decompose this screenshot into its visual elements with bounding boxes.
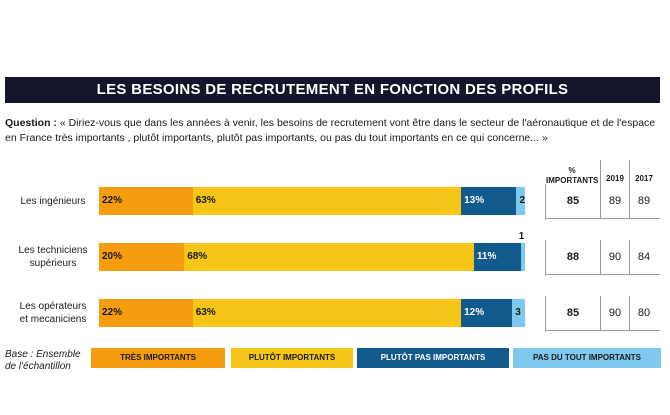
header-2019: 2019 xyxy=(606,174,624,183)
data-label: 22% xyxy=(102,195,123,206)
value-2017: 89 xyxy=(637,195,651,207)
data-label: 20% xyxy=(102,251,123,262)
category-label: Les techniciens supérieurs xyxy=(18,245,88,269)
value-2017: 80 xyxy=(637,307,651,319)
table-divider xyxy=(600,184,601,218)
legend-tres-importants: TRÈS IMPORTANTS xyxy=(91,348,225,368)
pct-importants-value: 85 xyxy=(566,307,580,319)
value-2019: 89 xyxy=(608,195,622,207)
chart-title: LES BESOINS DE RECRUTEMENT EN FONCTION D… xyxy=(5,77,660,103)
legend-pas-du-tout-importants: PAS DU TOUT IMPORTANTS xyxy=(513,348,661,368)
seg-plutot-importants xyxy=(192,187,462,215)
seg-plutot-pas-importants xyxy=(461,187,517,215)
header-pct-importants: % IMPORTANTS xyxy=(546,166,599,185)
question-body: « Diriez-vous que dans les années à veni… xyxy=(5,117,656,144)
table-divider xyxy=(545,240,546,274)
table-divider xyxy=(600,296,601,330)
seg-tres-importants xyxy=(99,299,193,327)
value-2017: 84 xyxy=(637,251,651,263)
data-label: 11% xyxy=(476,251,497,262)
category-label: Les ingénieurs xyxy=(20,195,86,207)
question-text: Question : « Diriez-vous que dans les an… xyxy=(5,116,665,146)
seg-tres-importants xyxy=(99,243,185,271)
question-label: Question : xyxy=(5,117,57,129)
table-divider xyxy=(629,240,630,274)
seg-plutot-importants xyxy=(184,243,474,271)
table-divider xyxy=(629,296,630,330)
base-line-2: de l'échantillon xyxy=(5,361,71,372)
data-label: 12% xyxy=(464,307,485,318)
seg-pas-du-tout-importants xyxy=(516,187,525,215)
seg-plutot-importants xyxy=(192,299,462,327)
seg-plutot-pas-importants xyxy=(473,243,521,271)
table-divider xyxy=(600,240,601,274)
data-label: 1 xyxy=(518,231,525,242)
table-divider xyxy=(600,160,601,190)
seg-pas-du-tout-importants xyxy=(512,299,525,327)
data-label: 63% xyxy=(195,195,216,206)
base-note: Base : Ensemble de l'échantillon xyxy=(5,349,81,373)
seg-pas-du-tout-importants xyxy=(520,243,525,271)
pct-importants-value: 85 xyxy=(566,195,580,207)
data-label: 3 xyxy=(515,307,521,318)
data-label: 22% xyxy=(102,307,123,318)
table-divider xyxy=(629,160,630,190)
table-divider xyxy=(545,330,660,331)
category-label: Les opérateurs et mecaniciens xyxy=(19,301,87,325)
table-divider xyxy=(545,274,660,275)
table-divider xyxy=(545,296,546,330)
data-label: 63% xyxy=(195,307,216,318)
table-divider xyxy=(545,184,546,218)
seg-plutot-pas-importants xyxy=(461,299,513,327)
header-2017: 2017 xyxy=(635,174,653,183)
seg-tres-importants xyxy=(99,187,193,215)
legend-plutot-pas-importants: PLUTÔT PAS IMPORTANTS xyxy=(357,348,509,368)
pct-importants-value: 88 xyxy=(566,251,580,263)
base-line-1: Base : Ensemble xyxy=(5,349,81,360)
data-label: 2 xyxy=(519,195,526,206)
table-divider xyxy=(545,218,660,219)
value-2019: 90 xyxy=(608,307,622,319)
data-label: 13% xyxy=(464,195,485,206)
table-divider xyxy=(629,184,630,218)
data-label: 68% xyxy=(187,251,208,262)
value-2019: 90 xyxy=(608,251,622,263)
legend-plutot-importants: PLUTÔT IMPORTANTS xyxy=(231,348,353,368)
